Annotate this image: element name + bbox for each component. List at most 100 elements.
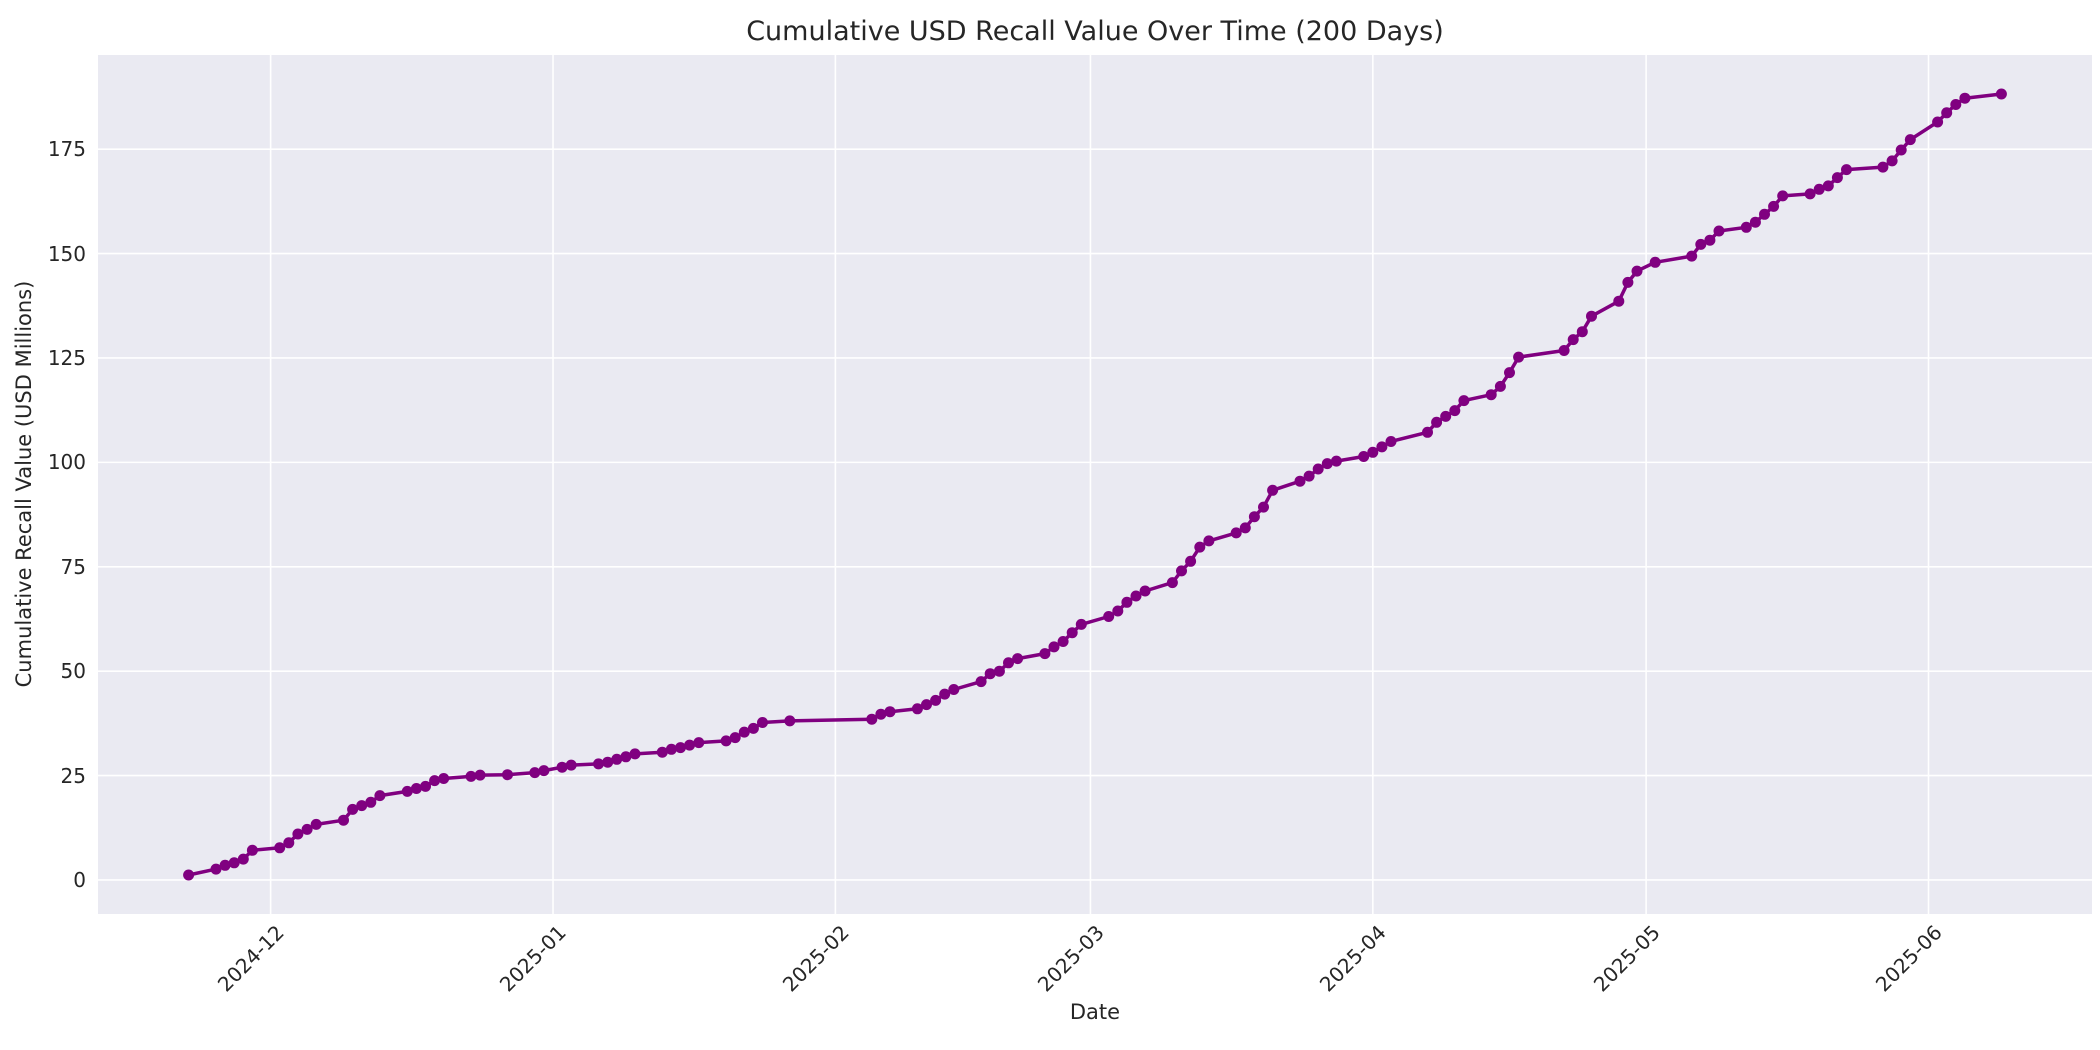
data-point [183,869,195,881]
data-point [1740,221,1752,233]
data-point [565,759,577,771]
data-point [556,761,568,773]
data-point [1294,475,1306,487]
data-point [1904,134,1916,146]
data-point [1166,577,1178,589]
data-point [1203,535,1215,547]
data-point [875,708,887,720]
data-point [948,684,960,695]
data-point [921,699,932,711]
data-point [1932,116,1944,128]
data-point [629,748,641,760]
data-point [1704,234,1716,246]
data-point [292,828,304,840]
data-point [1895,144,1907,156]
data-point [1440,410,1452,422]
data-point [465,770,477,782]
data-point [1176,565,1187,577]
y-tick-label: 100 [47,450,86,475]
plot-area-background [98,55,2092,914]
data-point [866,713,878,725]
data-point [1449,405,1461,417]
data-point [283,837,295,849]
data-point [1841,164,1852,176]
data-point [1504,367,1515,379]
data-point [684,739,696,751]
data-point [665,743,677,755]
data-point [1886,155,1898,167]
data-point [1458,395,1470,407]
data-point [611,753,623,765]
data-point [301,823,313,835]
data-point [1576,326,1588,338]
data-point [1749,216,1761,228]
data-point [656,746,668,758]
data-point [1130,590,1142,602]
data-point [1003,657,1014,669]
data-point [593,758,604,770]
data-point [1649,256,1661,268]
data-point [1376,441,1388,453]
data-point [602,756,614,768]
data-point [502,769,513,781]
data-point [474,769,486,781]
data-point [930,694,942,706]
data-point [1358,451,1370,462]
data-point [993,665,1005,677]
data-point [1103,611,1115,622]
data-point [1695,238,1707,250]
data-point [1258,501,1269,513]
data-point [1950,99,1962,110]
x-axis-label: Date [1069,1000,1121,1024]
data-point [1230,527,1242,539]
data-point [1422,426,1433,438]
data-point [720,735,732,747]
data-point [429,775,441,787]
data-point [1112,605,1124,617]
data-point [1330,455,1342,467]
data-point [1321,458,1333,470]
data-point [210,863,222,875]
data-point [1239,522,1251,534]
data-point [975,676,987,688]
data-point [529,767,541,779]
data-point [374,790,386,802]
data-point [784,715,796,727]
data-point [538,765,550,777]
data-point [693,737,705,749]
data-point [1385,436,1397,447]
data-point [365,796,377,808]
data-point [1075,618,1087,630]
data-point [1941,107,1953,119]
data-point [219,859,231,871]
data-point [1485,389,1497,401]
data-point [1039,648,1051,660]
data-point [1139,585,1151,597]
data-point [1804,188,1816,200]
data-point [246,844,258,856]
data-point [1048,641,1060,653]
y-tick-label: 0 [73,867,86,892]
data-point [1877,161,1889,173]
data-point [911,703,923,715]
data-point [1567,334,1579,346]
data-point [1713,225,1725,237]
data-point [884,706,896,718]
y-tick-label: 125 [47,345,86,370]
data-point [1777,190,1789,202]
data-point [1367,446,1379,458]
data-point [1613,295,1625,307]
data-point [1622,276,1634,288]
data-point [620,751,632,763]
data-point [1494,380,1506,392]
data-point [1513,351,1525,363]
y-tick-label: 150 [47,241,86,266]
data-point [1759,208,1770,220]
y-axis-label: Cumulative Recall Value (USD Millions) [12,280,36,688]
data-point [1813,183,1825,195]
data-point [1558,345,1570,356]
data-point [757,717,768,728]
y-tick-label: 75 [60,554,86,579]
